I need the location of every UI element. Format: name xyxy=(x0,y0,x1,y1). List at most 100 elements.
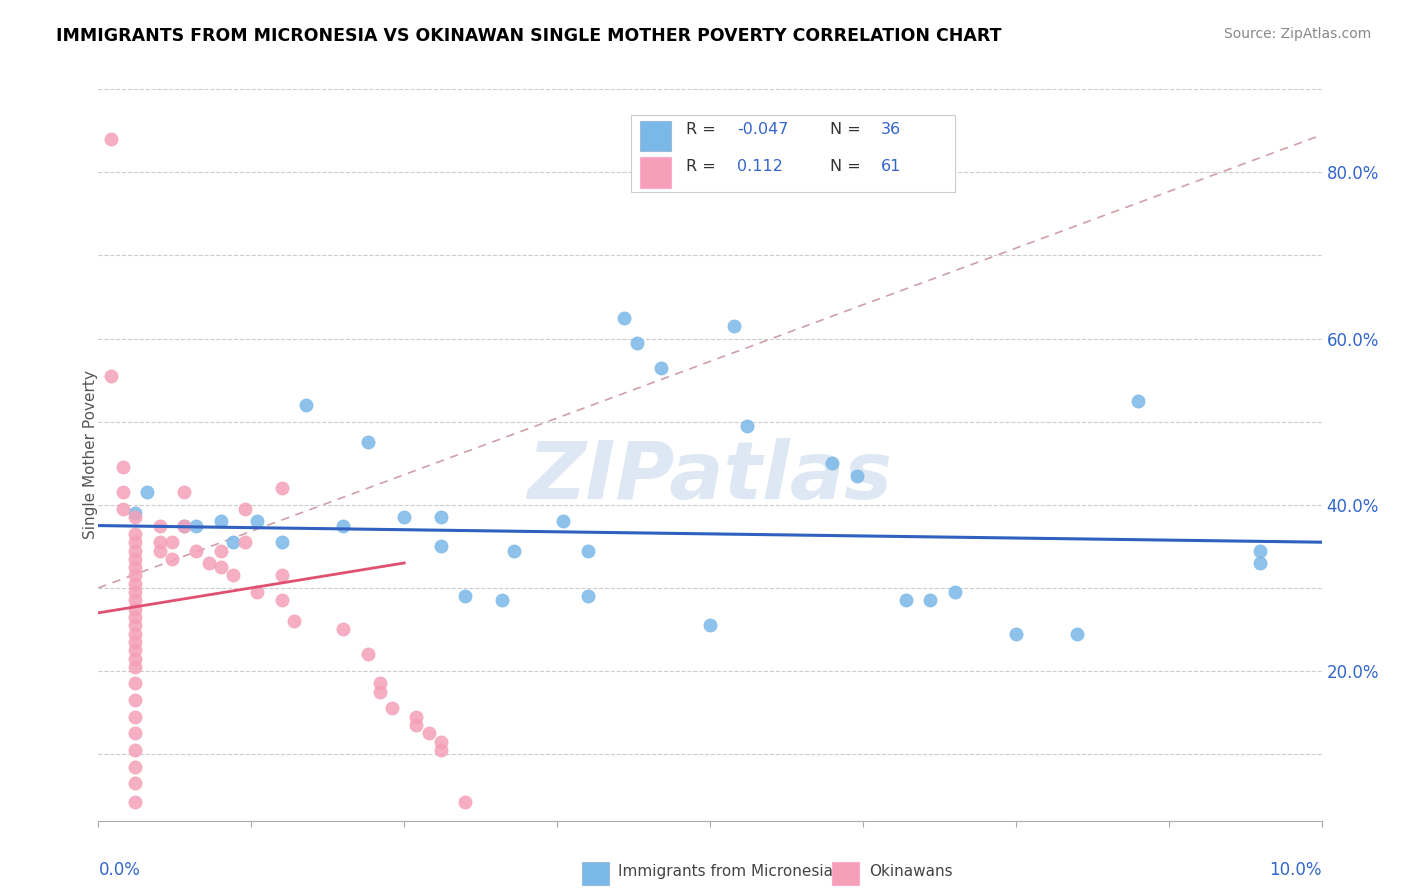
Point xyxy=(160,551,183,566)
Point xyxy=(124,759,146,773)
Point xyxy=(124,651,146,665)
Point xyxy=(1004,626,1026,640)
Point xyxy=(332,518,354,533)
Point xyxy=(356,435,378,450)
Point xyxy=(894,593,917,607)
Point xyxy=(295,398,318,412)
Point xyxy=(454,589,477,603)
Point xyxy=(576,543,599,558)
Point xyxy=(222,568,245,582)
Text: 0.0%: 0.0% xyxy=(98,861,141,879)
Point xyxy=(626,335,648,350)
Point xyxy=(735,418,758,433)
Point xyxy=(124,560,146,574)
Y-axis label: Single Mother Poverty: Single Mother Poverty xyxy=(83,370,97,540)
Point xyxy=(136,485,159,500)
Point xyxy=(650,360,672,375)
Point xyxy=(845,468,868,483)
Point xyxy=(209,543,232,558)
Point xyxy=(149,543,172,558)
Text: Okinawans: Okinawans xyxy=(869,864,953,880)
Bar xyxy=(640,120,671,152)
Point xyxy=(430,510,453,524)
Point xyxy=(124,710,146,724)
Text: ZIPatlas: ZIPatlas xyxy=(527,438,893,516)
Text: 61: 61 xyxy=(882,159,901,174)
Point xyxy=(124,676,146,690)
Point xyxy=(222,535,245,549)
Point xyxy=(124,610,146,624)
Point xyxy=(430,734,453,748)
Point xyxy=(920,593,942,607)
Point xyxy=(124,635,146,649)
Text: 36: 36 xyxy=(882,122,901,137)
Point xyxy=(1128,393,1150,408)
Point xyxy=(100,132,122,146)
Point xyxy=(553,515,575,529)
Point xyxy=(368,685,391,699)
Point xyxy=(430,743,453,757)
Point xyxy=(124,743,146,757)
Point xyxy=(124,618,146,632)
Point xyxy=(943,585,966,599)
Point xyxy=(124,660,146,674)
Point xyxy=(149,535,172,549)
Text: R =: R = xyxy=(686,159,720,174)
Text: -0.047: -0.047 xyxy=(737,122,789,137)
Text: R =: R = xyxy=(686,122,720,137)
Point xyxy=(173,518,195,533)
Point xyxy=(491,593,513,607)
Point xyxy=(124,643,146,657)
Point xyxy=(1249,543,1271,558)
Point xyxy=(405,718,427,732)
Point xyxy=(613,310,636,325)
Point xyxy=(124,693,146,707)
Point xyxy=(124,585,146,599)
Point xyxy=(124,506,146,520)
Point xyxy=(233,502,256,516)
Point xyxy=(100,368,122,383)
Point xyxy=(124,576,146,591)
Point xyxy=(186,543,208,558)
Point xyxy=(454,796,477,810)
Point xyxy=(124,527,146,541)
Point xyxy=(124,535,146,549)
Point xyxy=(124,568,146,582)
Point xyxy=(381,701,404,715)
Point xyxy=(356,648,378,662)
Text: IMMIGRANTS FROM MICRONESIA VS OKINAWAN SINGLE MOTHER POVERTY CORRELATION CHART: IMMIGRANTS FROM MICRONESIA VS OKINAWAN S… xyxy=(56,27,1001,45)
Point xyxy=(111,485,134,500)
Text: 0.112: 0.112 xyxy=(737,159,783,174)
Point xyxy=(270,593,292,607)
Bar xyxy=(832,862,859,885)
Point xyxy=(149,518,172,533)
Point xyxy=(124,626,146,640)
Point xyxy=(723,319,745,334)
Point xyxy=(246,585,269,599)
Point xyxy=(368,676,391,690)
Point xyxy=(124,543,146,558)
Point xyxy=(405,710,427,724)
Point xyxy=(503,543,526,558)
Text: 10.0%: 10.0% xyxy=(1270,861,1322,879)
Point xyxy=(430,539,453,553)
Text: N =: N = xyxy=(830,122,866,137)
Point xyxy=(392,510,416,524)
Point xyxy=(111,502,134,516)
Bar xyxy=(582,862,609,885)
Point xyxy=(124,601,146,615)
Point xyxy=(283,614,305,628)
Point xyxy=(124,726,146,740)
Point xyxy=(173,518,195,533)
Point xyxy=(699,618,721,632)
Point xyxy=(160,535,183,549)
Text: Immigrants from Micronesia: Immigrants from Micronesia xyxy=(619,864,834,880)
Point xyxy=(246,515,269,529)
Point xyxy=(576,589,599,603)
Point xyxy=(124,551,146,566)
Point xyxy=(270,481,292,495)
Bar xyxy=(630,115,955,192)
Point xyxy=(1066,626,1088,640)
Point xyxy=(111,460,134,475)
Point xyxy=(124,593,146,607)
